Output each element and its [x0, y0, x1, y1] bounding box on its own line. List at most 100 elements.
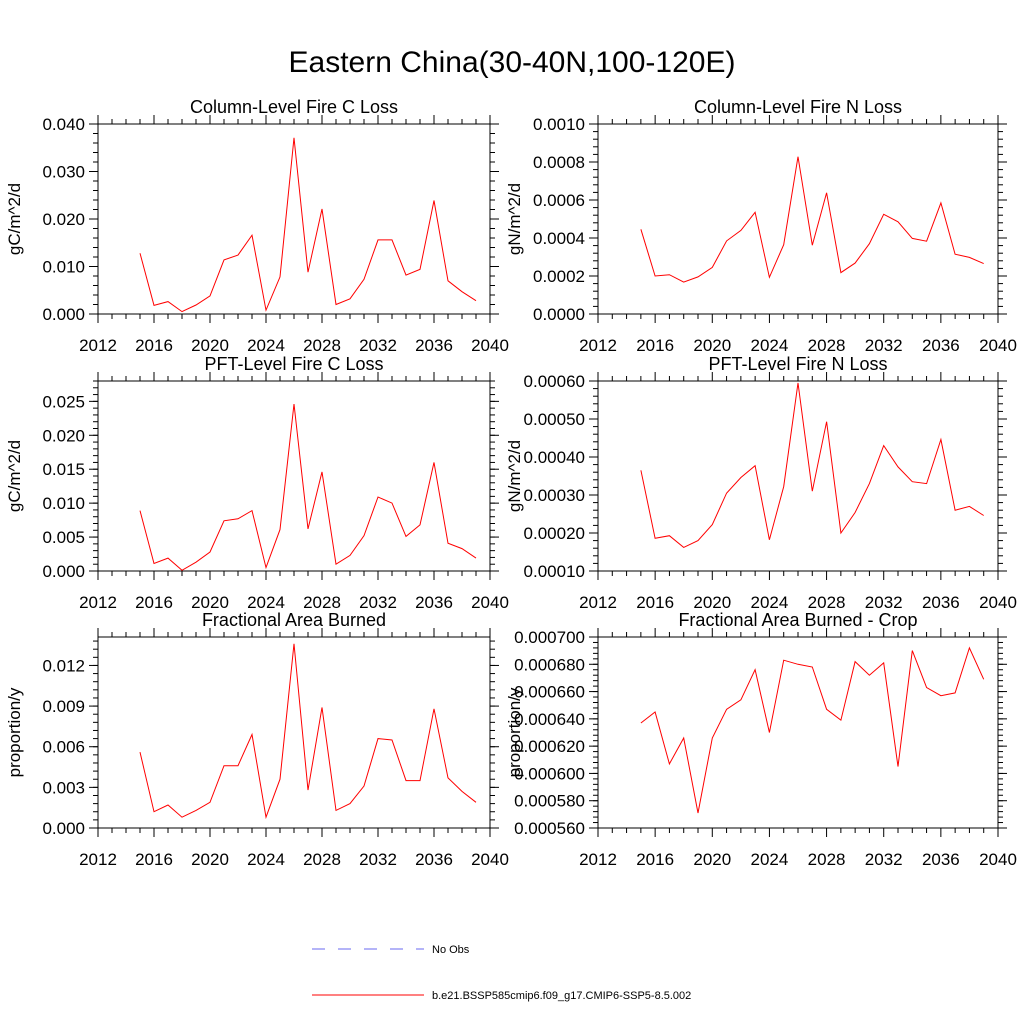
y-tick-label: 0.025 — [42, 392, 85, 411]
y-axis-label: proportion/y — [505, 687, 524, 777]
x-tick-label: 2012 — [579, 593, 617, 612]
chart-panel-6: Fractional Area Burned - Crop proportion/… — [505, 610, 1017, 869]
x-tick-label: 2040 — [979, 593, 1017, 612]
y-tick-label: 0.009 — [42, 697, 85, 716]
x-tick-label: 2012 — [579, 336, 617, 355]
series-line — [640, 382, 984, 548]
y-axis-label: gN/m^2/d — [505, 440, 524, 512]
series-line — [139, 137, 477, 313]
x-tick-label: 2040 — [979, 336, 1017, 355]
chart-panel-4: PFT-Level Fire N Loss gN/m^2/d 2012 2016 202… — [505, 354, 1017, 612]
x-tick-label: 2020 — [693, 593, 731, 612]
chart-panel-1: Column-Level Fire C Loss gC/m^2/d 2012 2016… — [5, 97, 509, 355]
x-tick-label: 2032 — [865, 850, 903, 869]
y-tick-label: 0.020 — [42, 426, 85, 445]
x-tick-label: 2036 — [922, 850, 960, 869]
plot-frame — [597, 380, 999, 572]
y-axis-label: gN/m^2/d — [505, 183, 524, 255]
y-tick-label: 0.005 — [42, 528, 85, 547]
series-line — [640, 646, 985, 814]
x-tick-label: 2036 — [415, 336, 453, 355]
panel-title: PFT-Level Fire C Loss — [204, 354, 383, 374]
y-axis-label: gC/m^2/d — [5, 440, 24, 512]
x-tick-label: 2016 — [636, 593, 674, 612]
series-line — [139, 643, 477, 820]
y-axis-label: gC/m^2/d — [5, 183, 24, 255]
x-tick-label: 2024 — [247, 593, 285, 612]
x-tick-label: 2012 — [79, 850, 117, 869]
x-tick-label: 2032 — [865, 336, 903, 355]
x-tick-label: 2032 — [359, 336, 397, 355]
x-tick-label: 2028 — [303, 336, 341, 355]
y-tick-label: 0.000600 — [514, 764, 585, 783]
y-tick-label: 0.040 — [42, 115, 85, 134]
y-tick-label: 0.006 — [42, 738, 85, 757]
x-tick-label: 2012 — [79, 336, 117, 355]
chart-panel-5: Fractional Area Burned proportion/y 2012 20… — [5, 610, 509, 869]
panel-title: PFT-Level Fire N Loss — [708, 354, 887, 374]
x-tick-label: 2040 — [471, 336, 509, 355]
x-tick-label: 2032 — [359, 593, 397, 612]
x-tick-label: 2028 — [303, 850, 341, 869]
x-tick-label: 2012 — [579, 850, 617, 869]
figure-title: Eastern China(30-40N,100-120E) — [288, 46, 736, 79]
y-tick-label: 0.003 — [42, 778, 85, 797]
x-tick-label: 2036 — [415, 593, 453, 612]
y-tick-label: 0.00050 — [524, 410, 585, 429]
x-tick-label: 2040 — [471, 850, 509, 869]
y-axis-label: proportion/y — [5, 687, 24, 777]
legend: No Obs b.e21.BSSP585cmip6.f09_g17.CMIP6-… — [312, 944, 691, 1002]
x-tick-label: 2020 — [191, 593, 229, 612]
y-tick-label: 0.000 — [42, 819, 85, 838]
x-tick-label: 2036 — [922, 593, 960, 612]
x-tick-label: 2016 — [636, 850, 674, 869]
x-tick-label: 2040 — [471, 593, 509, 612]
plot-frame — [597, 636, 999, 829]
x-tick-label: 2020 — [191, 336, 229, 355]
panel-title: Fractional Area Burned — [202, 610, 386, 630]
x-tick-label: 2040 — [979, 850, 1017, 869]
y-tick-label: 0.015 — [42, 460, 85, 479]
plot-frame — [97, 636, 491, 829]
y-tick-label: 0.00030 — [524, 486, 585, 505]
x-tick-label: 2028 — [808, 336, 846, 355]
chart-panel-2: Column-Level Fire N Loss gN/m^2/d 2012 2016… — [505, 97, 1017, 355]
plot-frame — [597, 123, 999, 315]
x-tick-label: 2024 — [247, 850, 285, 869]
y-tick-label: 0.012 — [42, 656, 85, 675]
x-tick-label: 2036 — [415, 850, 453, 869]
plot-frame — [97, 123, 491, 315]
x-tick-label: 2024 — [247, 336, 285, 355]
x-tick-label: 2028 — [303, 593, 341, 612]
x-tick-label: 2024 — [751, 336, 789, 355]
x-tick-label: 2028 — [808, 850, 846, 869]
x-tick-label: 2016 — [135, 593, 173, 612]
y-tick-label: 0.000680 — [514, 655, 585, 674]
x-tick-label: 2032 — [865, 593, 903, 612]
x-tick-label: 2020 — [693, 850, 731, 869]
x-tick-label: 2016 — [636, 336, 674, 355]
y-tick-label: 0.020 — [42, 210, 85, 229]
y-tick-label: 0.000580 — [514, 792, 585, 811]
x-tick-label: 2020 — [191, 850, 229, 869]
x-tick-label: 2028 — [808, 593, 846, 612]
x-tick-label: 2016 — [135, 850, 173, 869]
y-tick-label: 0.00040 — [524, 448, 585, 467]
x-tick-label: 2036 — [922, 336, 960, 355]
y-tick-label: 0.00020 — [524, 524, 585, 543]
y-tick-label: 0.000620 — [514, 737, 585, 756]
panel-title: Fractional Area Burned - Crop — [678, 610, 917, 630]
y-tick-label: 0.010 — [42, 258, 85, 277]
x-tick-label: 2020 — [693, 336, 731, 355]
panel-title: Column-Level Fire N Loss — [694, 97, 902, 117]
y-tick-label: 0.000700 — [514, 628, 585, 647]
y-tick-label: 0.0004 — [533, 229, 585, 248]
series-line — [640, 156, 984, 283]
y-tick-label: 0.000 — [42, 562, 85, 581]
y-tick-label: 0.000560 — [514, 819, 585, 838]
legend-label-model-run: b.e21.BSSP585cmip6.f09_g17.CMIP6-SSP5-8.… — [432, 990, 691, 1002]
y-tick-label: 0.000640 — [514, 710, 585, 729]
y-tick-label: 0.010 — [42, 494, 85, 513]
y-tick-label: 0.000 — [42, 305, 85, 324]
